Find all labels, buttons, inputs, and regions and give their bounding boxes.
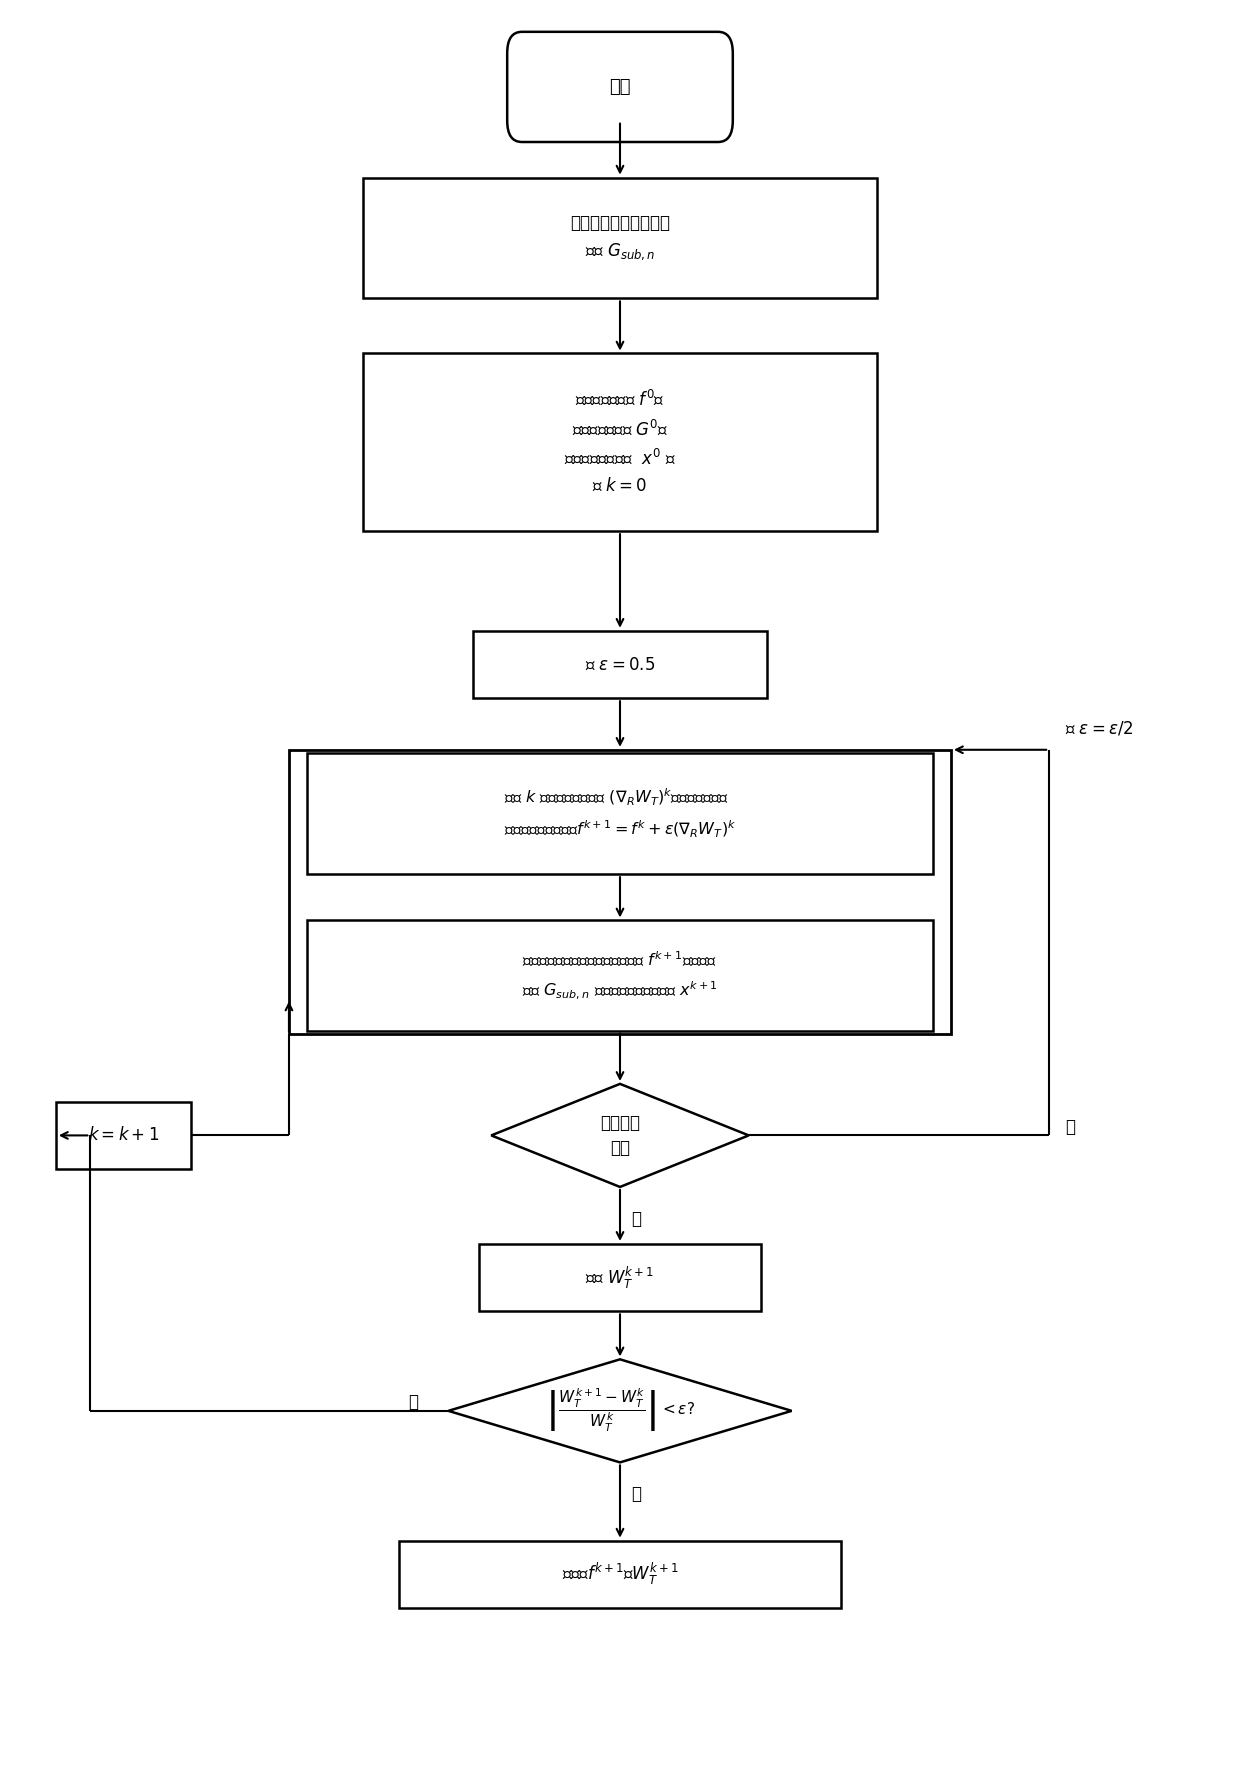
Text: $k = k+1$: $k = k+1$ [88,1127,159,1144]
Text: 开始: 开始 [609,79,631,97]
Text: 计算 $W_T^{k+1}$: 计算 $W_T^{k+1}$ [585,1264,655,1291]
Bar [399,1540,841,1608]
Bar [479,1243,761,1311]
Text: 迭代是否
收敛: 迭代是否 收敛 [600,1114,640,1157]
Polygon shape [491,1084,749,1187]
FancyBboxPatch shape [507,32,733,141]
Text: 令 $\epsilon = 0.5$: 令 $\epsilon = 0.5$ [585,656,655,673]
Text: 输入各个热力站的流量
需求 $G_{sub,n}$: 输入各个热力站的流量 需求 $G_{sub,n}$ [570,213,670,261]
Bar [289,750,951,1033]
Text: 否: 否 [408,1393,418,1411]
Bar [472,630,768,698]
Bar [56,1101,191,1170]
Bar [362,177,878,299]
Text: 计算 $k$ 工况下的既约梯度 $(\nabla_R W_T)^k$，沿既约梯度方
向改进热源泵转速，$\mathit{f}^{k+1} = \mathit{f: 计算 $k$ 工况下的既约梯度 $(\nabla_R W_T)^k$，沿既约梯度… [503,788,737,840]
Text: $\left|\dfrac{W_T^{k+1}-W_T^k}{W_T^k}\right| < \varepsilon ?$: $\left|\dfrac{W_T^{k+1}-W_T^k}{W_T^k}\ri… [546,1388,694,1435]
Text: 是: 是 [631,1211,641,1229]
Bar [308,921,932,1030]
Text: 输出：$\mathit{f}^{k+1}$，$W_T^{k+1}$: 输出：$\mathit{f}^{k+1}$，$W_T^{k+1}$ [562,1562,678,1587]
Bar [308,754,932,874]
Text: 利用牛顿迭代计算当热源泵频率为 $\mathit{f}^{k+1}$，用户流
量为 $G_{sub,n}$ 时的各热力站阀门开度 $\mathit{x}^{k+: 利用牛顿迭代计算当热源泵频率为 $\mathit{f}^{k+1}$，用户流 量… [522,949,718,1001]
Polygon shape [449,1359,791,1463]
Text: 否: 否 [1065,1118,1075,1135]
Text: 是: 是 [631,1485,641,1503]
Text: 设定初始迭代值 $\mathit{f}^0$，
计算各支路流量 $G^0$，
及热力站阀门开度  $\mathit{x}^0$ ，
令 $k = 0$: 设定初始迭代值 $\mathit{f}^0$， 计算各支路流量 $G^0$， 及… [564,390,676,494]
Text: 令 $\epsilon = \epsilon/2$: 令 $\epsilon = \epsilon/2$ [1065,720,1133,738]
Bar [362,353,878,532]
